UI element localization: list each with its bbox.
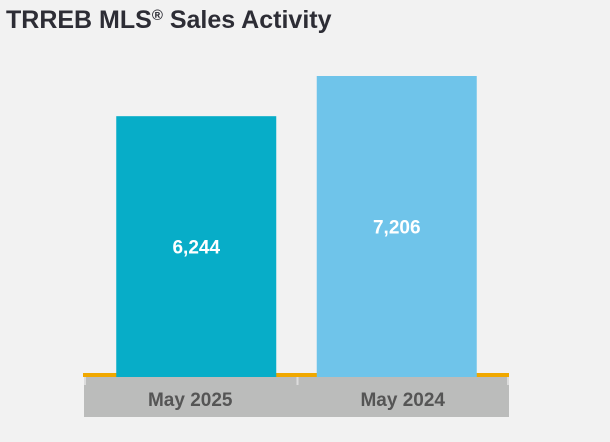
category-label: May 2025 bbox=[148, 390, 233, 411]
bar-0 bbox=[116, 116, 277, 377]
x-axis-line bbox=[83, 373, 509, 377]
axis-tick bbox=[507, 377, 509, 385]
axis-tick bbox=[296, 377, 299, 385]
data-label: 6,244 bbox=[172, 238, 220, 259]
category-label: May 2024 bbox=[360, 390, 445, 411]
data-label: 7,206 bbox=[373, 218, 421, 239]
bar-1 bbox=[316, 76, 477, 377]
chart-title: TRREB MLS® Sales Activity bbox=[6, 6, 332, 34]
axis-tick bbox=[84, 377, 86, 385]
